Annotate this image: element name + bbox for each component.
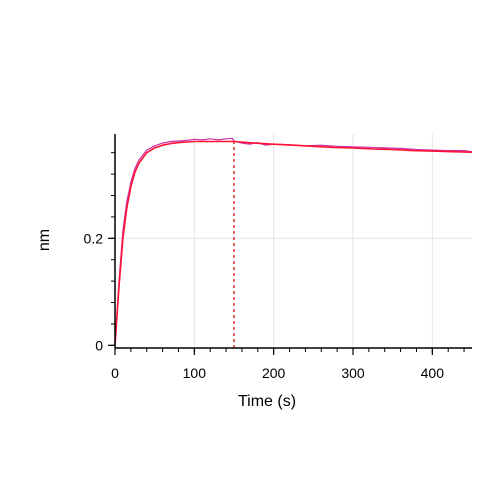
series-line-measured <box>114 137 473 346</box>
x-tick-label-0: 0 <box>111 365 119 381</box>
y-tick-label-1: 0.2 <box>84 230 104 246</box>
axes: 0 100 200 300 400 0 0.2 <box>84 134 472 381</box>
x-tick-label-2: 200 <box>262 365 286 381</box>
x-tick-label-1: 100 <box>183 365 207 381</box>
plot-area <box>114 137 473 348</box>
series-line-fit <box>114 140 473 346</box>
y-axis-title: nm <box>36 229 53 251</box>
x-tick-label-3: 300 <box>341 365 365 381</box>
x-axis-title: Time (s) <box>238 393 296 410</box>
y-tick-label-0: 0 <box>95 337 103 353</box>
x-tick-label-4: 400 <box>421 365 445 381</box>
grid-lines <box>115 134 472 348</box>
